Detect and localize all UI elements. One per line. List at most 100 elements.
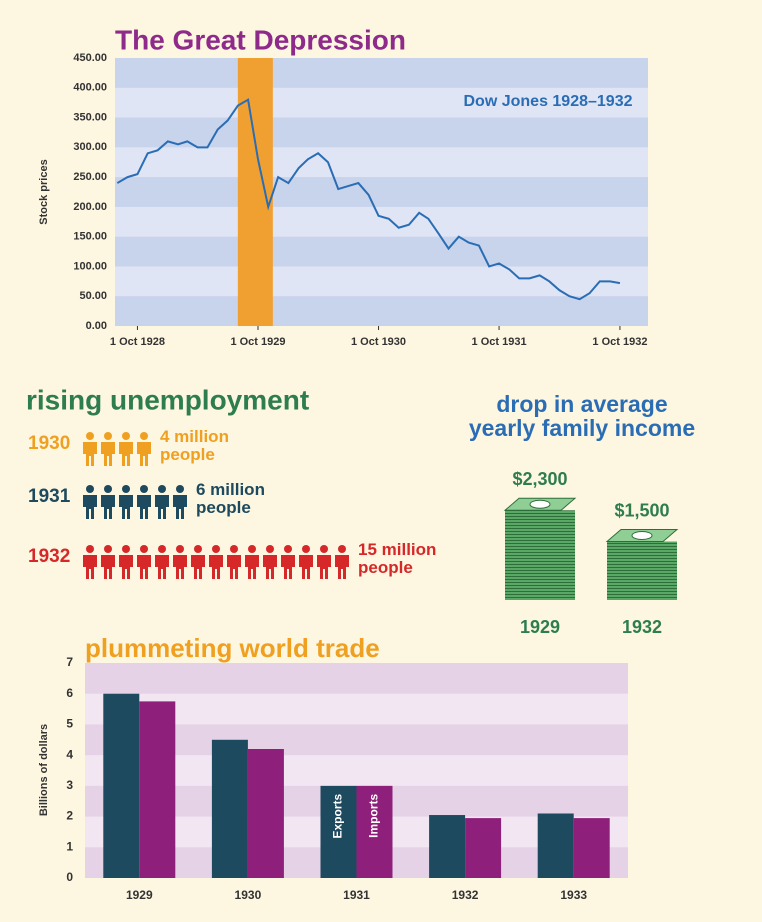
person-icon	[245, 555, 259, 579]
y-tick-label: 4	[66, 747, 73, 761]
person-icon	[194, 545, 202, 553]
y-tick-label: 150.00	[73, 231, 107, 243]
grid-band	[85, 663, 628, 694]
person-icon	[299, 555, 313, 579]
person-icon	[122, 432, 130, 440]
y-tick-label: 3	[66, 778, 73, 792]
person-icon	[137, 555, 151, 579]
x-tick-label: 1 Oct 1931	[472, 336, 527, 348]
y-tick-label: 100.00	[73, 260, 107, 272]
category-label: 1929	[520, 617, 560, 637]
chart-title: The Great Depression	[115, 24, 406, 55]
person-icon	[122, 545, 130, 553]
icon-row	[83, 432, 151, 466]
x-tick-label: 1930	[235, 888, 262, 902]
y-tick-label: 2	[66, 809, 73, 823]
infographic: 0.0050.00100.00150.00200.00250.00300.003…	[0, 0, 762, 922]
grid-band	[115, 177, 648, 207]
bar	[429, 815, 465, 878]
person-icon	[83, 442, 97, 466]
category-label: 1932	[28, 546, 70, 567]
person-icon	[155, 555, 169, 579]
y-tick-label: 400.00	[73, 82, 107, 94]
person-icon	[101, 555, 115, 579]
bar	[538, 814, 574, 879]
bar	[574, 818, 610, 878]
person-icon	[137, 442, 151, 466]
person-icon	[335, 555, 349, 579]
money-stack	[607, 530, 677, 601]
y-tick-label: 6	[66, 686, 73, 700]
bar	[139, 701, 175, 878]
person-icon	[320, 545, 328, 553]
category-label: 1931	[28, 486, 71, 507]
person-icon	[104, 432, 112, 440]
person-icon	[83, 495, 97, 519]
category-label: 1930	[28, 433, 70, 454]
person-icon	[158, 485, 166, 493]
grid-band	[115, 58, 648, 88]
stack-side	[505, 510, 575, 600]
stack-band	[632, 532, 652, 540]
x-tick-label: 1929	[126, 888, 153, 902]
person-icon	[122, 485, 130, 493]
chart-title: rising unemployment	[26, 384, 309, 415]
chart: 0.0050.00100.00150.00200.00250.00300.003…	[0, 0, 762, 922]
person-icon	[212, 545, 220, 553]
person-icon	[176, 485, 184, 493]
person-icon	[119, 495, 133, 519]
person-icon	[140, 432, 148, 440]
person-icon	[86, 545, 94, 553]
y-tick-label: 450.00	[73, 52, 107, 64]
x-tick-label: 1 Oct 1930	[351, 336, 406, 348]
person-icon	[302, 545, 310, 553]
person-icon	[209, 555, 223, 579]
category-label: 1932	[622, 617, 662, 637]
person-icon	[284, 545, 292, 553]
y-tick-label: 0	[66, 870, 73, 884]
person-icon	[86, 485, 94, 493]
grid-band	[115, 237, 648, 267]
grid-band	[115, 296, 648, 326]
value-label: 15 million people	[358, 541, 448, 577]
person-icon	[338, 545, 346, 553]
x-tick-label: 1933	[560, 888, 587, 902]
legend-label: Imports	[367, 794, 381, 838]
y-tick-label: 7	[66, 655, 73, 669]
x-tick-label: 1931	[343, 888, 370, 902]
person-icon	[101, 495, 115, 519]
person-icon	[317, 555, 331, 579]
bar	[248, 749, 284, 878]
person-icon	[104, 485, 112, 493]
bar	[465, 818, 501, 878]
person-icon	[158, 545, 166, 553]
person-icon	[104, 545, 112, 553]
person-icon	[227, 555, 241, 579]
person-icon	[173, 555, 187, 579]
bar	[212, 740, 248, 878]
y-tick-label: 1	[66, 839, 73, 853]
person-icon	[230, 545, 238, 553]
person-icon	[155, 495, 169, 519]
y-tick-label: 300.00	[73, 141, 107, 153]
y-tick-label: 50.00	[79, 290, 107, 302]
person-icon	[119, 555, 133, 579]
value-label: $1,500	[614, 500, 669, 520]
x-tick-label: 1 Oct 1932	[592, 336, 647, 348]
money-stack	[505, 498, 575, 600]
chart-title: drop in average yearly family income	[462, 392, 702, 440]
grid-band	[115, 118, 648, 148]
person-icon	[248, 545, 256, 553]
person-icon	[266, 545, 274, 553]
icon-row	[83, 485, 187, 519]
person-icon	[176, 545, 184, 553]
y-axis-label: Billions of dollars	[38, 724, 50, 816]
legend-label: Exports	[331, 794, 345, 839]
person-icon	[101, 442, 115, 466]
x-tick-label: 1 Oct 1928	[110, 336, 165, 348]
highlight	[238, 58, 273, 326]
stack-band	[530, 500, 550, 508]
stack-side	[607, 542, 677, 601]
y-tick-label: 250.00	[73, 171, 107, 183]
y-axis-label: Stock prices	[38, 159, 50, 224]
